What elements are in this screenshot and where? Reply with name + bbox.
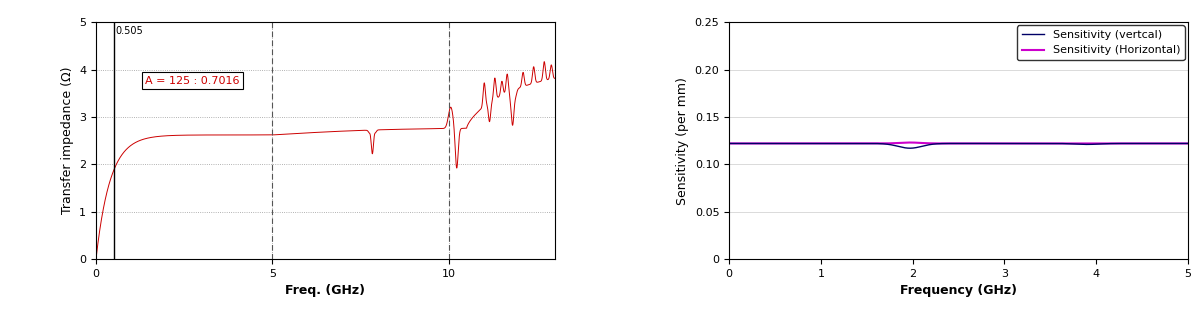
Sensitivity (vertcal) [902, 146, 917, 150]
Sensitivity (vertcal) [1181, 142, 1195, 145]
Sensitivity (Horizontal) [902, 141, 917, 144]
Sensitivity (vertcal) [774, 142, 788, 145]
Sensitivity (vertcal) [802, 142, 816, 145]
Sensitivity (vertcal) [1122, 142, 1136, 145]
Line: Sensitivity (vertcal): Sensitivity (vertcal) [730, 143, 1188, 148]
X-axis label: Freq. (GHz): Freq. (GHz) [286, 284, 366, 297]
X-axis label: Frequency (GHz): Frequency (GHz) [900, 284, 1018, 297]
Sensitivity (Horizontal) [1172, 142, 1187, 145]
Sensitivity (Horizontal) [1181, 142, 1195, 145]
Text: A = 125 : 0.7016: A = 125 : 0.7016 [145, 76, 240, 86]
Sensitivity (vertcal) [1172, 142, 1187, 145]
Sensitivity (Horizontal) [722, 142, 737, 145]
Sensitivity (Horizontal) [1122, 142, 1136, 145]
Sensitivity (Horizontal) [898, 141, 912, 144]
Y-axis label: Transfer impedance (Ω): Transfer impedance (Ω) [60, 67, 73, 214]
Legend: Sensitivity (vertcal), Sensitivity (Horizontal): Sensitivity (vertcal), Sensitivity (Hori… [1018, 26, 1184, 60]
Sensitivity (Horizontal) [802, 142, 816, 145]
Sensitivity (vertcal) [722, 142, 737, 145]
Sensitivity (vertcal) [918, 144, 932, 148]
Sensitivity (Horizontal) [918, 141, 932, 145]
Sensitivity (vertcal) [898, 146, 912, 150]
Y-axis label: Sensitivity (per mm): Sensitivity (per mm) [676, 77, 689, 204]
Text: 0.505: 0.505 [115, 26, 143, 36]
Sensitivity (Horizontal) [774, 142, 788, 145]
